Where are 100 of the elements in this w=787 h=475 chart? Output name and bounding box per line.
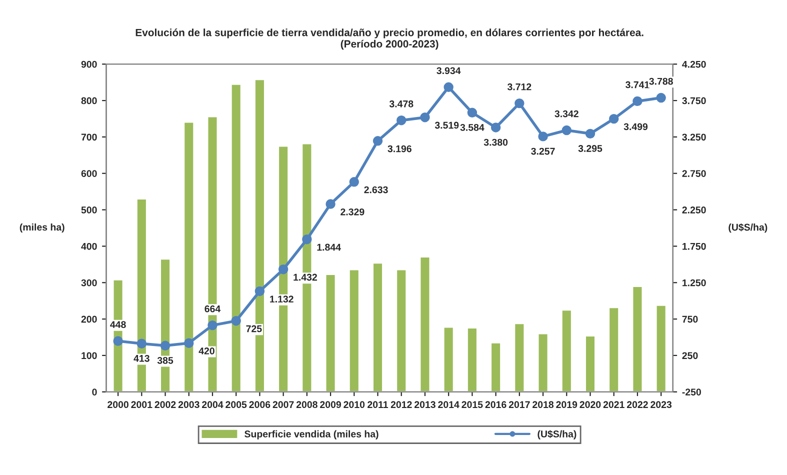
bar — [396, 268, 408, 392]
x-tick-label: 2001 — [131, 401, 152, 408]
x-tick-label: 2008 — [296, 401, 318, 408]
y-tick-label: 500 — [81, 206, 97, 214]
y2-tick-label: 250 — [682, 352, 698, 360]
point — [208, 320, 218, 330]
point — [467, 108, 478, 118]
x-tick-label: 2020 — [580, 401, 601, 408]
y-tick-label: 0 — [92, 388, 97, 396]
bar — [632, 286, 644, 392]
x-tick-label: 2014 — [438, 401, 460, 408]
data-label: 664 — [204, 305, 221, 312]
x-tick-label: 2013 — [414, 401, 436, 408]
point — [490, 122, 501, 132]
data-label: 2.329 — [340, 208, 364, 216]
point — [396, 115, 406, 126]
y2-tick-label: 4.250 — [682, 60, 706, 68]
x-tick-label: 2012 — [390, 401, 412, 408]
bar — [608, 306, 620, 392]
y-tick-label: 100 — [82, 352, 97, 360]
x-tick-label: 2021 — [603, 401, 624, 408]
data-label: 3.295 — [578, 145, 602, 152]
y2-tick-label: 2.750 — [682, 170, 706, 177]
point — [372, 136, 383, 146]
data-label: 448 — [110, 321, 126, 328]
point — [632, 96, 642, 106]
y-tick-label: 300 — [81, 279, 97, 286]
data-label: 413 — [134, 354, 150, 362]
data-label: 1.844 — [317, 244, 341, 251]
x-tick-label: 2004 — [202, 401, 224, 408]
point — [562, 125, 572, 136]
bar — [230, 83, 242, 392]
point — [326, 199, 336, 209]
point — [302, 234, 312, 244]
x-tick-label: 2002 — [154, 401, 176, 408]
point — [113, 336, 123, 346]
x-tick-label: 2019 — [556, 401, 578, 408]
bar — [584, 335, 596, 392]
point — [184, 338, 194, 348]
y2-tick-label: 1.250 — [682, 279, 706, 286]
y2-tick-label: 3.250 — [682, 134, 706, 141]
point — [444, 82, 454, 92]
bar — [655, 304, 667, 392]
x-tick-label: 2015 — [462, 401, 483, 408]
bar — [514, 322, 526, 392]
data-label: 2.633 — [364, 186, 388, 194]
data-label: 385 — [157, 356, 174, 364]
point — [160, 340, 170, 350]
x-tick-label: 2009 — [320, 401, 341, 408]
data-label: 3.788 — [649, 78, 673, 85]
data-label: 3.478 — [389, 100, 414, 108]
x-tick-label: 2000 — [108, 401, 128, 408]
data-label: 3.741 — [626, 81, 650, 88]
bar — [466, 327, 478, 392]
data-label: 3.519 — [434, 122, 459, 129]
point — [254, 286, 265, 296]
point — [349, 177, 360, 187]
point — [231, 316, 241, 326]
data-label: 3.196 — [388, 145, 412, 152]
y2-tick-label: -250 — [682, 388, 701, 396]
x-tick-label: 2018 — [532, 401, 554, 408]
y-tick-label: 400 — [81, 242, 97, 250]
point — [420, 112, 430, 122]
point — [538, 132, 548, 142]
data-label: 1.432 — [294, 274, 317, 281]
x-tick-label: 2011 — [368, 401, 388, 408]
x-tick-label: 2006 — [249, 401, 270, 408]
point — [656, 92, 666, 103]
bar — [183, 121, 195, 392]
data-label: 1.132 — [270, 296, 294, 303]
bar — [419, 256, 431, 392]
bar — [324, 274, 336, 392]
data-label: 3.499 — [624, 123, 648, 130]
y2-tick-label: 3.750 — [682, 97, 706, 104]
point — [585, 128, 596, 139]
y-tick-label: 600 — [81, 170, 97, 177]
x-tick-label: 2023 — [650, 401, 672, 408]
data-label: 3.342 — [554, 110, 578, 118]
x-tick-label: 2007 — [272, 401, 294, 408]
x-tick-label: 2017 — [508, 401, 530, 408]
x-tick-label: 2016 — [485, 401, 506, 408]
x-tick-label: 2003 — [178, 401, 200, 408]
data-label: 3.584 — [460, 124, 484, 131]
y-tick-label: 700 — [81, 134, 97, 141]
x-tick-label: 2010 — [344, 401, 365, 408]
y2-tick-label: 750 — [682, 316, 698, 323]
point — [136, 338, 147, 348]
data-label: 3.934 — [436, 67, 461, 74]
bar — [537, 332, 549, 392]
bar — [348, 268, 360, 392]
legend-label: (U$S/ha) — [538, 430, 576, 440]
x-tick-label: 2005 — [226, 401, 247, 408]
data-label: 420 — [198, 348, 214, 354]
point — [609, 114, 619, 124]
legend-label: Superficie vendida (miles ha) — [244, 430, 378, 440]
y-tick-label: 200 — [81, 316, 97, 323]
y2-tick-label: 1.750 — [682, 242, 706, 250]
point — [514, 98, 524, 108]
bar — [372, 262, 384, 392]
bar — [442, 326, 454, 392]
